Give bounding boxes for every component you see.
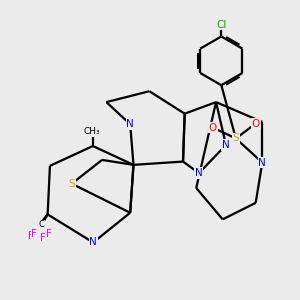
Text: N: N	[222, 140, 230, 150]
Text: CH₃: CH₃	[83, 127, 100, 136]
Text: O: O	[252, 118, 260, 129]
Text: F: F	[31, 229, 37, 239]
Text: N: N	[89, 238, 97, 248]
Text: N: N	[195, 168, 203, 178]
Text: O: O	[208, 122, 217, 133]
Text: S: S	[232, 134, 239, 143]
Text: C: C	[39, 220, 45, 229]
Text: F: F	[28, 231, 34, 241]
Text: N: N	[258, 158, 266, 167]
Text: Cl: Cl	[216, 20, 226, 30]
Text: N: N	[126, 119, 134, 129]
Text: F: F	[46, 229, 52, 239]
Text: S: S	[68, 179, 75, 189]
Text: F: F	[40, 233, 46, 243]
